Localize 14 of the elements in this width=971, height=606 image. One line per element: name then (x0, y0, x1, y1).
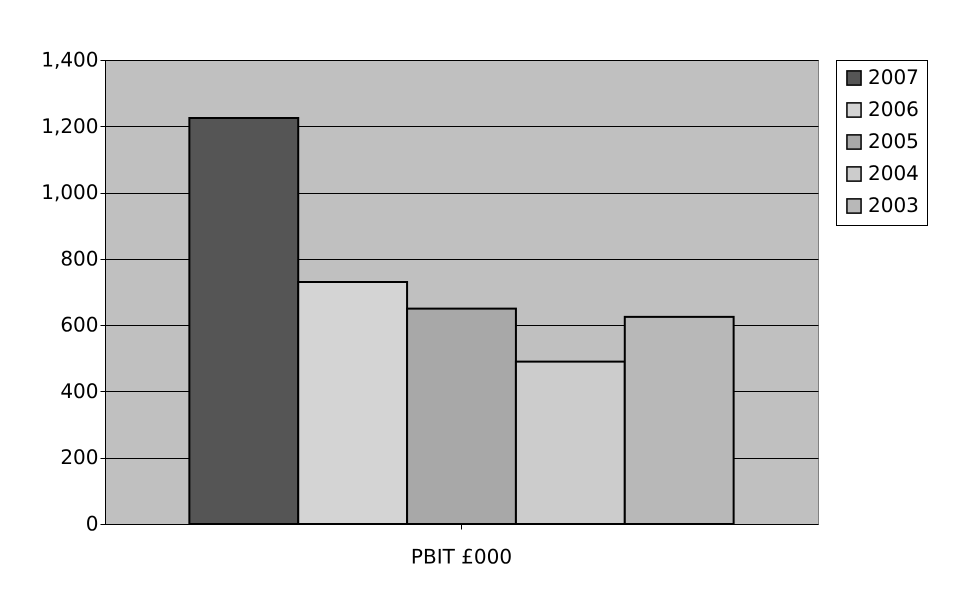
y-tick-label: 1,400 (41, 48, 98, 72)
legend-label: 2003 (868, 193, 919, 217)
legend-label: 2004 (868, 161, 919, 185)
y-tick-label: 1,000 (41, 180, 98, 204)
y-tick-label: 1,200 (41, 114, 98, 138)
y-tick-label: 200 (60, 445, 98, 470)
y-tick-label: 0 (86, 512, 98, 536)
y-tick-label: 600 (60, 312, 98, 337)
legend-label: 2006 (868, 97, 919, 121)
legend-label: 2005 (868, 129, 919, 153)
x-tick-label: PBIT £000 (410, 544, 512, 568)
y-tick-label: 800 (60, 246, 98, 270)
legend-label: 2007 (868, 65, 919, 89)
y-tick-label: 400 (60, 378, 98, 403)
